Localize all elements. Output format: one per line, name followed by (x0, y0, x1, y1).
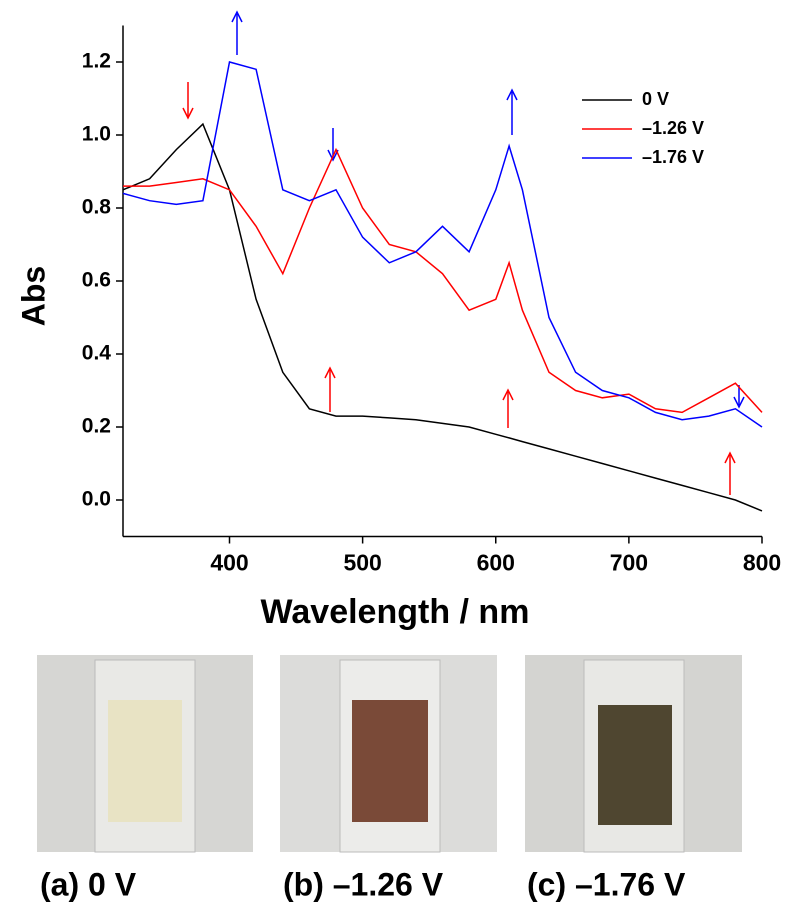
photo-caption: (b) –1.26 V (283, 866, 444, 902)
y-axis-label: Abs (15, 266, 51, 326)
arrow-head (506, 88, 518, 101)
x-axis-label: Wavelength / nm (261, 593, 530, 631)
arrow-head (327, 149, 339, 162)
y-tick-label: 0.2 (82, 415, 111, 438)
sample (598, 705, 672, 825)
series-line (122, 122, 763, 512)
x-tick-label: 400 (210, 550, 248, 576)
arrow-head (231, 10, 243, 23)
arrow-head (502, 388, 514, 401)
series-line (122, 61, 763, 428)
photo-caption: (a) 0 V (40, 866, 137, 902)
arrow-head (733, 396, 745, 409)
sample (108, 700, 182, 822)
photo (280, 655, 497, 853)
y-tick-label: 0.6 (82, 269, 111, 292)
y-tick-label: 0.0 (82, 488, 111, 511)
photos: (a) 0 V (b) –1.26 V (c) –1.76 V (37, 655, 742, 902)
arrow-head (724, 451, 736, 464)
y-tick-label: 1.0 (82, 123, 111, 146)
arrows (182, 10, 745, 495)
photo (37, 655, 253, 853)
sample (352, 700, 428, 822)
x-tick-label: 500 (343, 550, 381, 576)
x-tick-label: 600 (477, 550, 515, 576)
photo (525, 655, 742, 853)
legend-label: –1.76 V (642, 147, 704, 167)
arrow-head (324, 366, 336, 379)
y-tick-label: 0.4 (82, 342, 112, 365)
legend-label: –1.26 V (642, 118, 704, 138)
y-tick-label: 0.8 (82, 196, 112, 219)
x-tick-label: 800 (743, 550, 781, 576)
series-line (123, 147, 763, 414)
arrow-head (182, 107, 194, 120)
legend-label: 0 V (642, 89, 669, 109)
x-tick-label: 700 (610, 550, 648, 576)
y-tick-label: 1.2 (82, 50, 111, 73)
photo-caption: (c) –1.76 V (527, 866, 686, 902)
